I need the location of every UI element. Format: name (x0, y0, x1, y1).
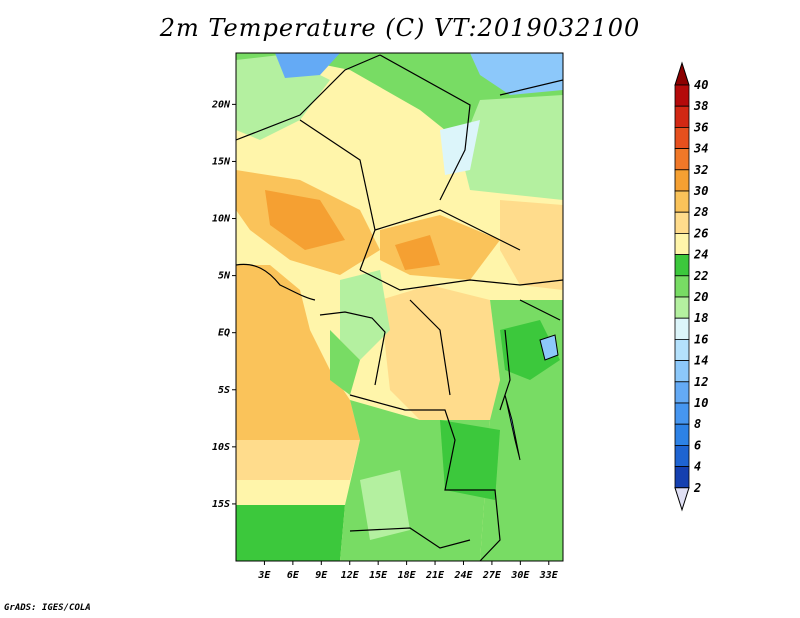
colorbar-label: 20 (693, 290, 708, 304)
lon-tick-label: 12E (341, 570, 360, 581)
colorbar-label: 30 (693, 184, 708, 198)
colorbar-segment (674, 317, 690, 340)
colorbar-label: 32 (693, 163, 708, 177)
lat-tick-label: EQ (218, 328, 230, 339)
colorbar-label: 36 (693, 120, 708, 134)
colorbar-label: 10 (694, 396, 708, 410)
colorbar-segment (674, 466, 690, 489)
colorbar-label: 38 (693, 99, 708, 113)
latitude-axis: 20N 15N 10N 5N EQ 5S 10S 15S (211, 99, 236, 510)
colorbar-label: 22 (693, 269, 708, 283)
colorbar-label: 34 (693, 142, 708, 156)
lon-tick-label: 9E (315, 570, 328, 581)
colorbar-label: 28 (693, 205, 708, 219)
lat-tick-label: 10S (212, 442, 230, 453)
lon-tick-label: 6E (287, 570, 300, 581)
lon-tick-label: 33E (539, 570, 559, 581)
colorbar-segment (674, 402, 690, 425)
colorbar-label: 6 (694, 438, 701, 452)
colorbar-label: 18 (694, 311, 708, 325)
colorbar-segment (674, 360, 690, 383)
lon-tick-label: 24E (453, 570, 473, 581)
colorbar-segment (674, 296, 690, 319)
colorbar: 40 38 36 34 32 30 28 26 24 22 20 18 16 14 12 10 8 6 4 2 (674, 61, 708, 512)
colorbar-segment (674, 254, 690, 277)
colorbar-segment (674, 381, 690, 404)
country-borders (236, 54, 563, 561)
temperature-field (236, 53, 563, 561)
lat-tick-label: 20N (211, 99, 231, 110)
lat-tick-label: 15S (212, 499, 230, 510)
map-title: 2m Temperature (C) VT:2019032100 (159, 14, 641, 42)
lat-tick-label: 5N (218, 271, 231, 282)
colorbar-bottom-arrow (674, 487, 690, 512)
colorbar-label: 26 (693, 226, 708, 240)
colorbar-label: 24 (693, 248, 708, 262)
colorbar-top-arrow (674, 61, 690, 86)
colorbar-label: 12 (694, 375, 708, 389)
grads-credit: GrADS: IGES/COLA (4, 603, 91, 613)
colorbar-segment (674, 211, 690, 234)
colorbar-label: 14 (694, 354, 708, 368)
colorbar-label: 2 (693, 481, 701, 495)
lon-tick-label: 27E (482, 570, 502, 581)
colorbar-label: 16 (694, 332, 708, 346)
colorbar-segment (674, 423, 690, 446)
colorbar-label: 40 (694, 78, 708, 92)
lon-tick-label: 30E (510, 570, 530, 581)
colorbar-label: 8 (694, 417, 701, 431)
colorbar-segment (674, 444, 690, 467)
colorbar-segment (674, 84, 690, 107)
colorbar-segment (674, 105, 690, 128)
longitude-axis: 3E 6E 9E 12E 15E 18E 21E 24E 27E 30E 33E (257, 561, 559, 581)
map-frame (235, 52, 564, 562)
colorbar-label: 4 (694, 460, 701, 474)
colorbar-segment (674, 275, 690, 298)
lon-tick-label: 15E (369, 570, 388, 581)
colorbar-segment (674, 169, 690, 192)
colorbar-segment (674, 338, 690, 361)
colorbar-segment (674, 148, 690, 171)
lat-tick-label: 5S (218, 385, 230, 396)
lat-tick-label: 15N (212, 156, 231, 167)
colorbar-segment (674, 127, 690, 150)
lon-tick-label: 21E (425, 570, 445, 581)
lat-tick-label: 10N (212, 214, 231, 225)
colorbar-segment (674, 190, 690, 213)
lon-tick-label: 18E (398, 570, 417, 581)
colorbar-segment (674, 232, 690, 255)
lon-tick-label: 3E (257, 570, 271, 581)
